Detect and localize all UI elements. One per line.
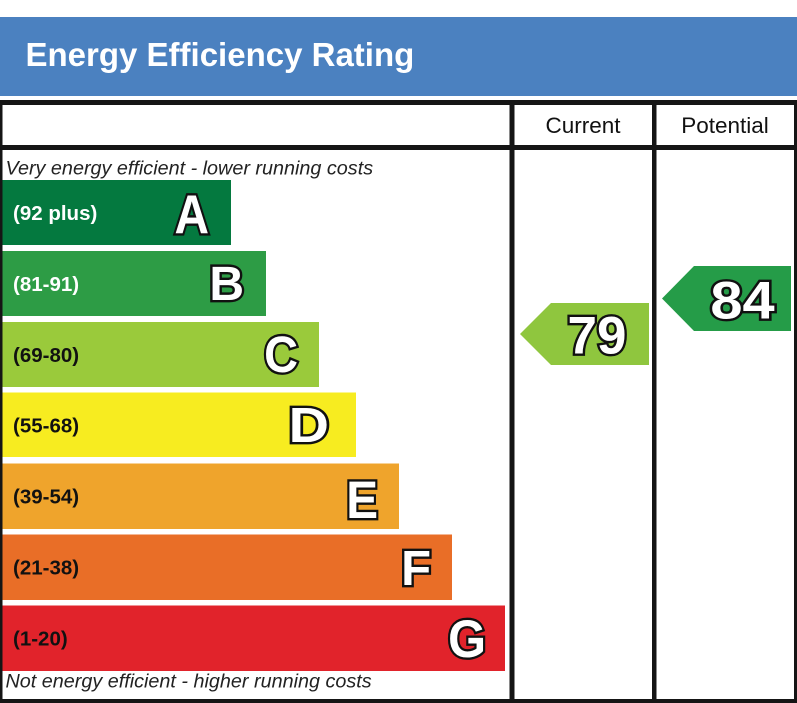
svg-text:D: D bbox=[289, 398, 329, 453]
svg-text:Current: Current bbox=[545, 113, 621, 138]
svg-text:A: A bbox=[174, 183, 209, 245]
svg-text:79: 79 bbox=[568, 307, 627, 366]
svg-text:Energy Efficiency Rating: Energy Efficiency Rating bbox=[26, 36, 415, 73]
svg-text:(55-68): (55-68) bbox=[13, 415, 79, 438]
svg-text:(81-91): (81-91) bbox=[13, 273, 79, 296]
svg-text:(21-38): (21-38) bbox=[13, 557, 79, 580]
svg-text:Very energy efficient - lower: Very energy efficient - lower running co… bbox=[6, 158, 374, 180]
svg-text:E: E bbox=[346, 470, 378, 530]
svg-text:G: G bbox=[448, 609, 486, 668]
svg-text:84: 84 bbox=[710, 271, 774, 330]
svg-text:(92 plus): (92 plus) bbox=[13, 202, 97, 225]
svg-text:F: F bbox=[401, 542, 431, 596]
svg-text:Not energy efficient - higher: Not energy efficient - higher running co… bbox=[6, 671, 372, 693]
svg-text:Potential: Potential bbox=[681, 113, 769, 138]
svg-text:C: C bbox=[264, 327, 298, 383]
svg-text:(1-20): (1-20) bbox=[13, 628, 68, 651]
svg-text:(39-54): (39-54) bbox=[13, 486, 79, 509]
svg-text:B: B bbox=[209, 258, 244, 311]
svg-text:(69-80): (69-80) bbox=[13, 344, 79, 367]
